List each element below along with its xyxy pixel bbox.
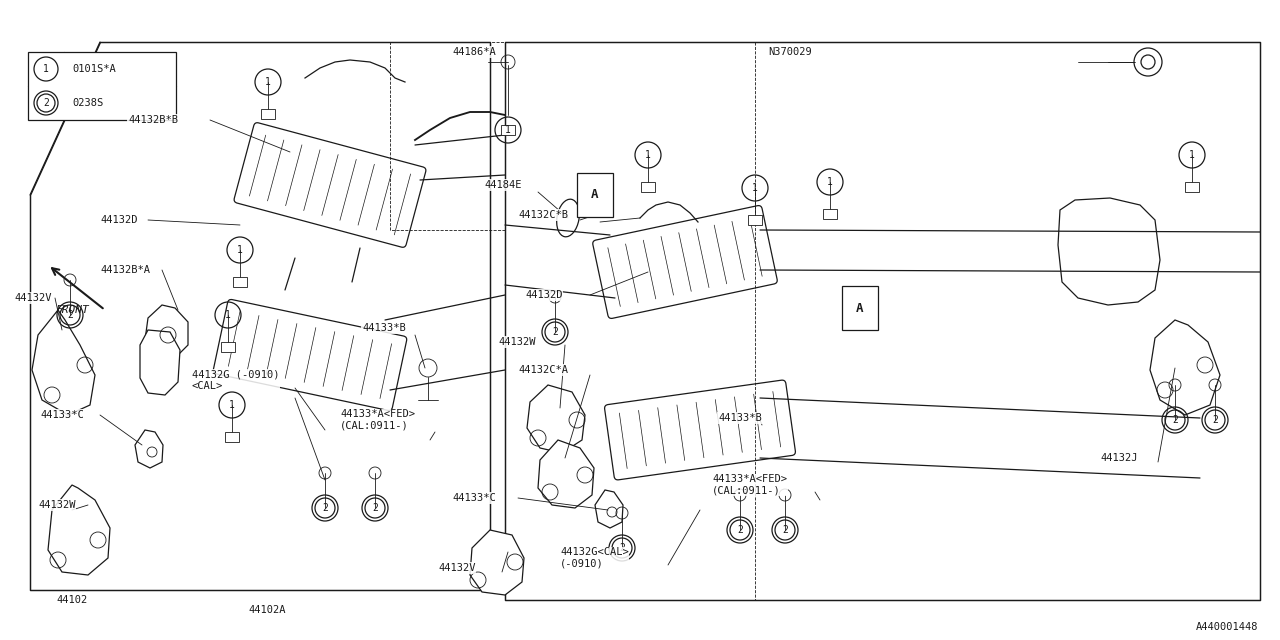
Text: 44102: 44102 [56,595,87,605]
Text: 44132C*A: 44132C*A [518,365,568,375]
Text: 1: 1 [237,245,243,255]
FancyBboxPatch shape [593,205,777,319]
Text: 2: 2 [1172,415,1178,425]
Text: 1: 1 [506,125,511,135]
Polygon shape [29,42,490,590]
Text: 1: 1 [1189,150,1196,160]
Polygon shape [538,440,594,508]
Text: 44133*C: 44133*C [40,410,83,420]
Text: A440001448: A440001448 [1196,622,1258,632]
Text: 44132J: 44132J [1100,453,1138,463]
Text: 44132B*B: 44132B*B [128,115,178,125]
Polygon shape [595,490,623,528]
Text: 2: 2 [372,503,378,513]
Text: 44184E: 44184E [484,180,521,190]
Text: 1: 1 [229,400,236,410]
FancyBboxPatch shape [214,300,407,410]
Text: 44132C*B: 44132C*B [518,210,568,220]
Text: 44132B*A: 44132B*A [100,265,150,275]
Text: 2: 2 [67,310,73,320]
Text: 0101S*A: 0101S*A [72,64,115,74]
Text: 2: 2 [1212,415,1219,425]
Polygon shape [506,42,1260,600]
FancyBboxPatch shape [221,342,236,352]
Text: 2: 2 [782,525,788,535]
Text: 2: 2 [552,327,558,337]
Text: A: A [591,189,599,202]
Text: 44132G<CAL>
(-0910): 44132G<CAL> (-0910) [561,547,628,569]
FancyBboxPatch shape [577,173,613,217]
Text: 1: 1 [753,183,758,193]
Text: 44132G (-0910)
<CAL>: 44132G (-0910) <CAL> [192,369,279,391]
Polygon shape [1059,198,1160,305]
FancyBboxPatch shape [1185,182,1199,192]
Text: 44133*B: 44133*B [718,413,762,423]
Text: A: A [856,301,864,314]
Text: 44133*C: 44133*C [452,493,495,503]
FancyBboxPatch shape [823,209,837,219]
Text: 44133*A<FED>
(CAL:0911-): 44133*A<FED> (CAL:0911-) [340,409,415,431]
Polygon shape [1149,320,1220,415]
Text: 2: 2 [323,503,328,513]
Text: 1: 1 [225,310,230,320]
FancyBboxPatch shape [225,433,239,442]
Polygon shape [32,310,95,415]
FancyBboxPatch shape [233,277,247,287]
Text: 2: 2 [44,98,49,108]
Text: FRONT: FRONT [55,305,88,315]
Text: 1: 1 [645,150,652,160]
Polygon shape [49,485,110,575]
Polygon shape [470,530,524,595]
FancyBboxPatch shape [641,182,655,192]
Text: 44132W: 44132W [498,337,535,347]
Text: 1: 1 [44,64,49,74]
FancyBboxPatch shape [28,52,177,120]
Text: 44132D: 44132D [525,290,562,300]
Text: 1: 1 [827,177,833,187]
FancyBboxPatch shape [500,125,515,135]
Text: 2: 2 [737,525,742,535]
Polygon shape [140,330,180,395]
FancyBboxPatch shape [748,215,762,225]
Text: 44186*A: 44186*A [452,47,495,57]
FancyBboxPatch shape [842,286,878,330]
Text: N370029: N370029 [768,47,812,57]
Text: 44102A: 44102A [248,605,285,615]
FancyBboxPatch shape [604,380,795,480]
Text: 0238S: 0238S [72,98,104,108]
Text: 2: 2 [620,543,625,553]
Text: 44133*A<FED>
(CAL:0911-): 44133*A<FED> (CAL:0911-) [712,474,787,496]
Polygon shape [134,430,163,468]
Text: 44132W: 44132W [38,500,76,510]
Text: 44132V: 44132V [438,563,475,573]
Text: 44132D: 44132D [100,215,137,225]
FancyBboxPatch shape [234,123,426,247]
Polygon shape [145,305,188,358]
Text: 44132V: 44132V [14,293,51,303]
FancyBboxPatch shape [261,109,275,119]
Polygon shape [527,385,585,453]
Text: 44133*B: 44133*B [362,323,406,333]
Text: 1: 1 [265,77,271,87]
